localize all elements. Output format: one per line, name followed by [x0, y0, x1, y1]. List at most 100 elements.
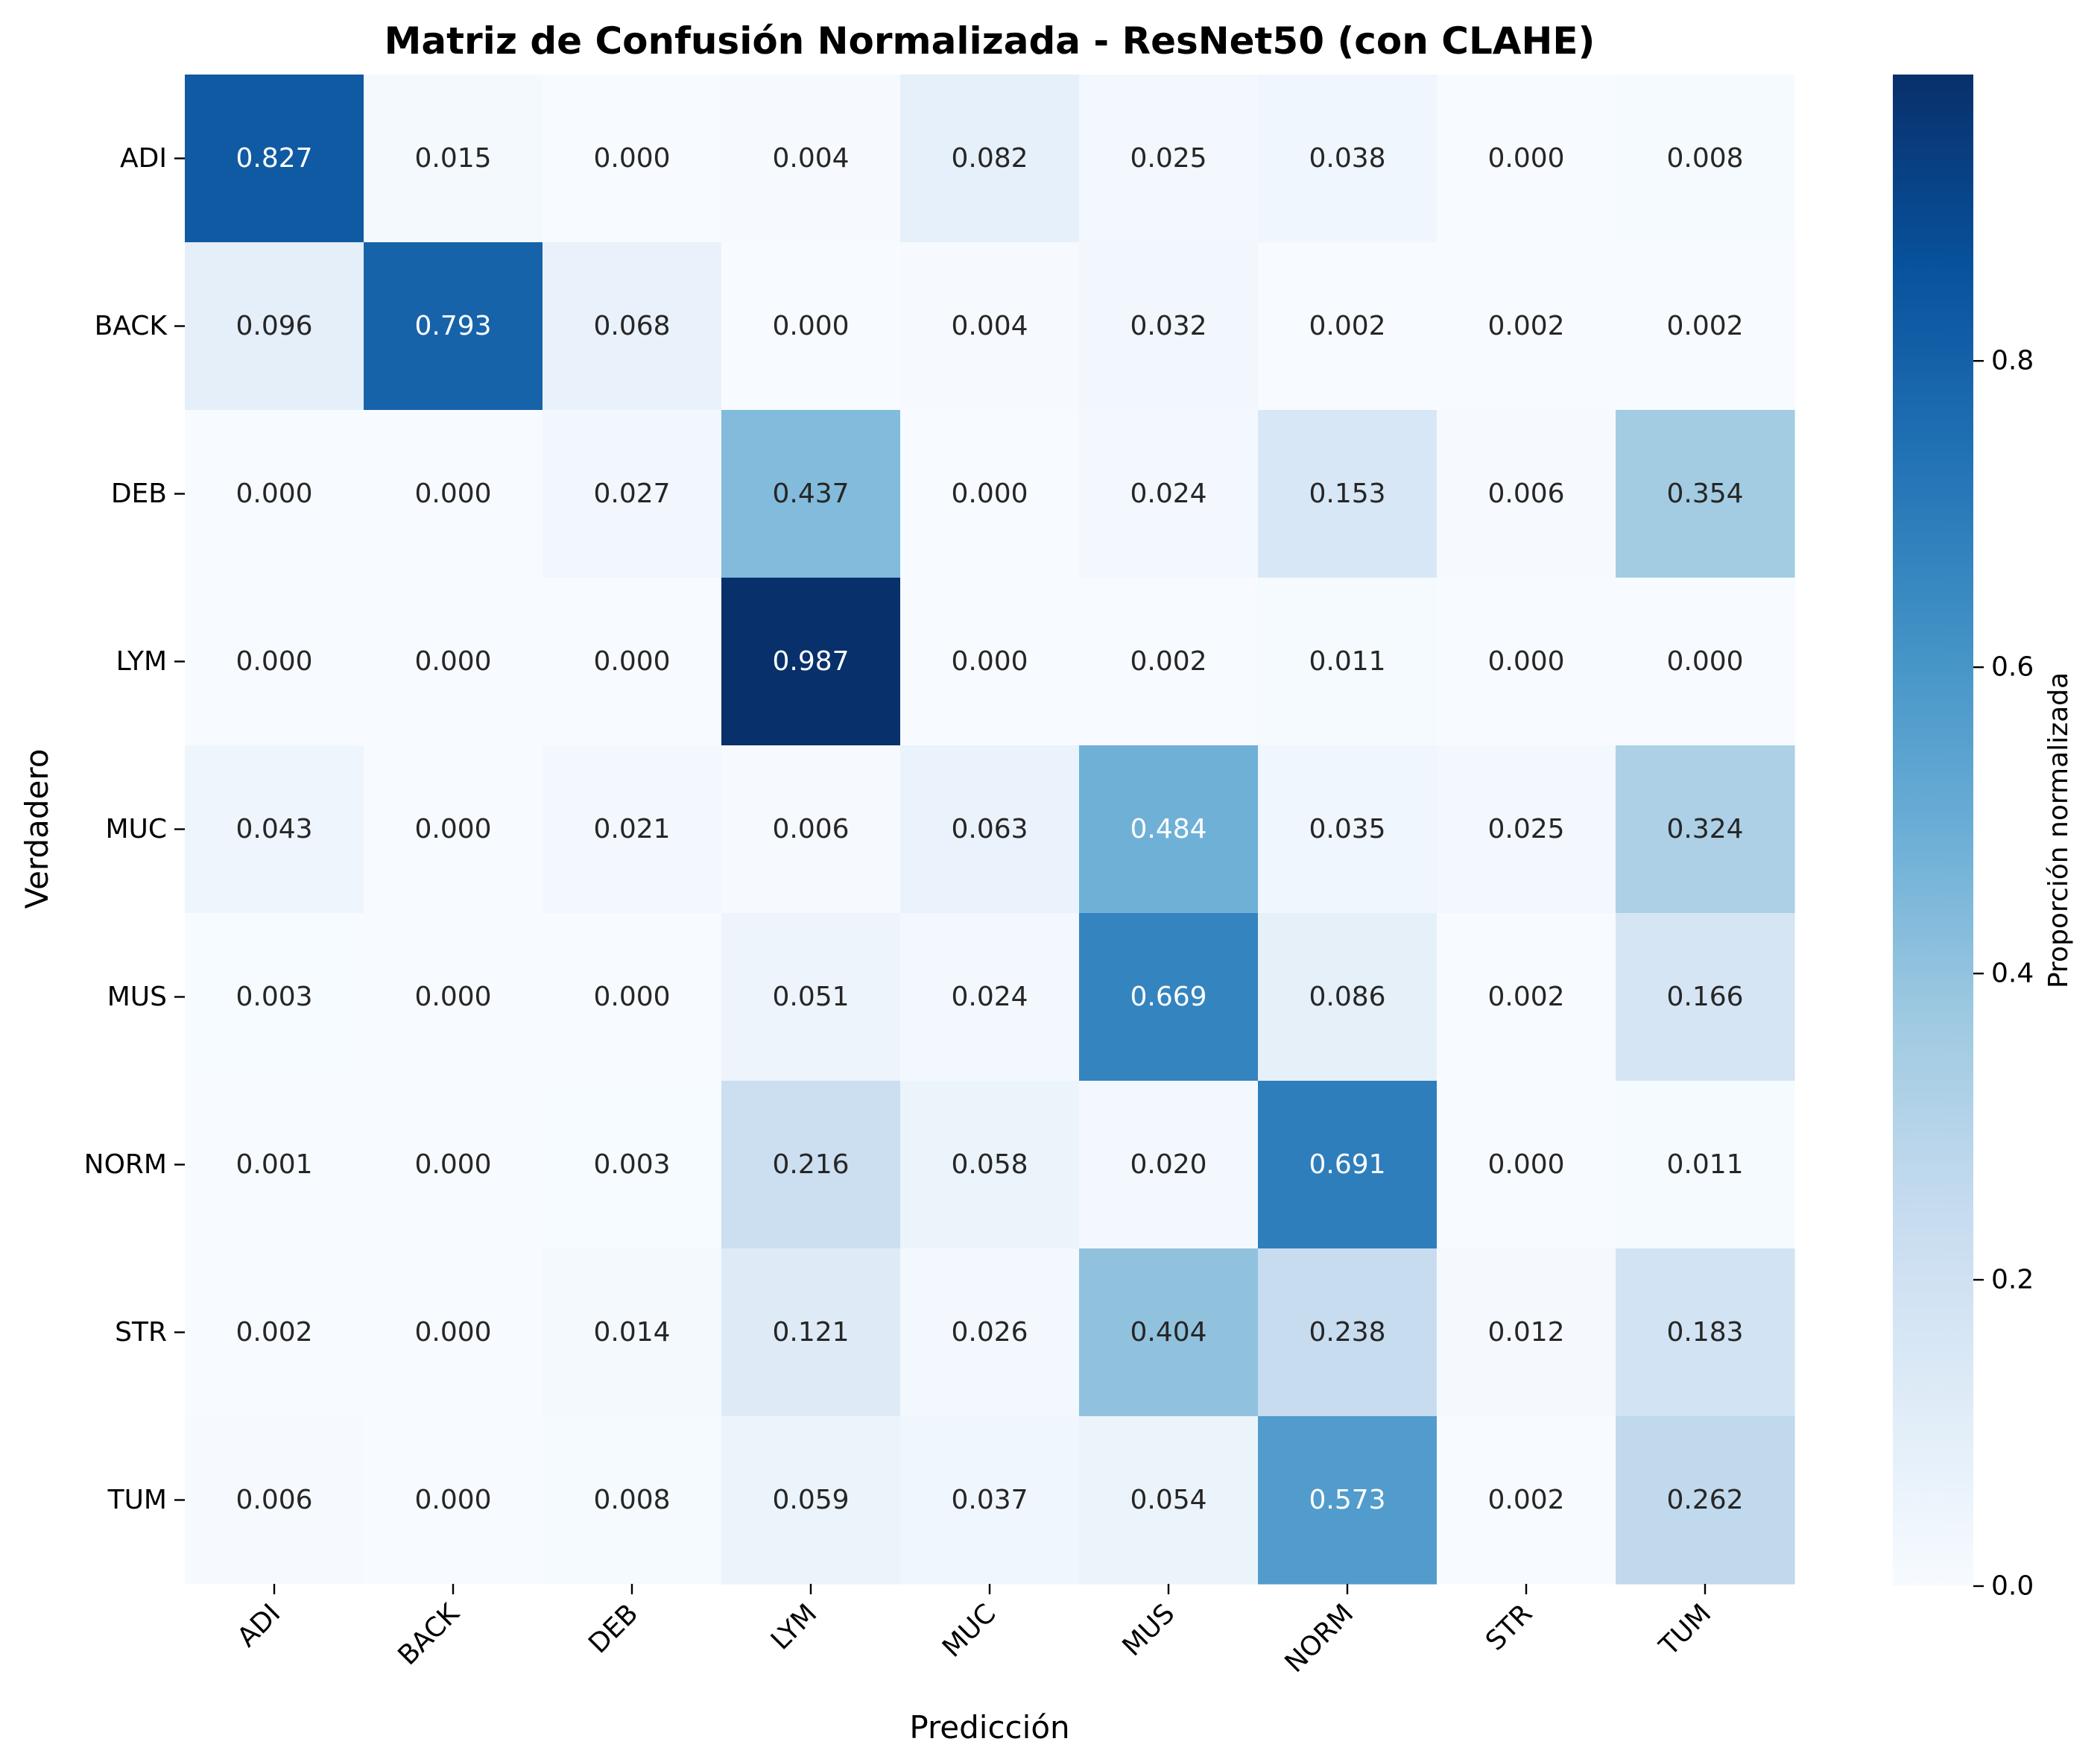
cell-value-label: 0.002 [1309, 311, 1385, 341]
cell-value-label: 0.000 [593, 646, 670, 677]
cell-value-label: 0.038 [1309, 143, 1385, 174]
cell-value-label: 0.015 [414, 143, 491, 174]
chart-title: Matriz de Confusión Normalizada - ResNet… [385, 19, 1595, 63]
heatmap-cell-back-norm [1258, 242, 1438, 411]
heatmap-cell-muc-deb [543, 745, 722, 914]
heatmap-cell-str-adi [185, 1248, 364, 1417]
heatmap-cell-adi-str [1437, 75, 1616, 243]
cell-value-label: 0.027 [593, 479, 670, 509]
cell-value-label: 0.000 [414, 479, 491, 509]
cell-value-label: 0.002 [1130, 646, 1206, 677]
heatmap-cell-muc-tum [1616, 745, 1795, 914]
heatmap-cell-norm-str [1437, 1081, 1616, 1249]
heatmap-cell-muc-lym [721, 745, 901, 914]
heatmap-cell-norm-norm [1258, 1081, 1438, 1249]
cell-value-label: 0.006 [1487, 479, 1564, 509]
cell-value-label: 0.035 [1309, 814, 1385, 844]
cell-value-label: 0.006 [772, 814, 849, 844]
cell-value-label: 0.004 [772, 143, 849, 174]
cell-value-label: 0.002 [1666, 311, 1743, 341]
x-tick-label-deb: DEB [583, 1598, 644, 1659]
cell-value-label: 0.000 [1487, 143, 1564, 174]
cell-value-label: 0.000 [593, 143, 670, 174]
heatmap-cell-tum-mus [1079, 1416, 1259, 1585]
colorbar-tick-label: 0.2 [1991, 1265, 2034, 1295]
cell-value-label: 0.183 [1666, 1317, 1743, 1348]
colorbar [1893, 75, 1973, 1586]
cell-value-label: 0.573 [1309, 1485, 1385, 1515]
heatmap-cell-adi-norm [1258, 75, 1438, 243]
x-tick-label-str: STR [1480, 1598, 1538, 1656]
cell-value-label: 0.000 [414, 982, 491, 1012]
x-tick-label-tum: TUM [1654, 1598, 1718, 1662]
heatmap-cell-muc-muc [900, 745, 1080, 914]
heatmap-cell-muc-str [1437, 745, 1616, 914]
cell-value-label: 0.026 [951, 1317, 1028, 1348]
heatmap-cell-back-adi [185, 242, 364, 411]
heatmap-cell-muc-back [364, 745, 543, 914]
x-tick-label-adi: ADI [232, 1598, 287, 1653]
cell-value-label: 0.166 [1666, 982, 1743, 1012]
heatmap-cell-mus-lym [721, 913, 901, 1081]
y-tick-label-lym: LYM [116, 646, 167, 677]
cell-value-label: 0.002 [1487, 1485, 1564, 1515]
cell-value-label: 0.025 [1487, 814, 1564, 844]
heatmap-cell-muc-mus [1079, 745, 1259, 914]
heatmap-cell-adi-deb [543, 75, 722, 243]
cell-value-label: 0.096 [235, 311, 312, 341]
y-tick-label-tum: TUM [107, 1485, 167, 1515]
cell-value-label: 0.000 [951, 479, 1028, 509]
heatmap-cell-lym-mus [1079, 578, 1259, 746]
heatmap-cell-tum-muc [900, 1416, 1080, 1585]
cell-value-label: 0.068 [593, 311, 670, 341]
heatmap-cell-deb-str [1437, 410, 1616, 578]
x-tick-label-norm: NORM [1280, 1598, 1360, 1679]
heatmap-cell-mus-back [364, 913, 543, 1081]
heatmap-cell-deb-mus [1079, 410, 1259, 578]
cell-value-label: 0.020 [1130, 1149, 1206, 1180]
cell-value-label: 0.000 [414, 1149, 491, 1180]
cell-value-label: 0.000 [414, 646, 491, 677]
cell-value-label: 0.025 [1130, 143, 1206, 174]
heatmap-cell-mus-mus [1079, 913, 1259, 1081]
cell-value-label: 0.216 [772, 1149, 849, 1180]
heatmap-cell-adi-muc [900, 75, 1080, 243]
heatmap-cell-norm-back [364, 1081, 543, 1249]
heatmap-cell-norm-lym [721, 1081, 901, 1249]
cell-value-label: 0.021 [593, 814, 670, 844]
heatmap-cell-mus-str [1437, 913, 1616, 1081]
heatmap-cell-lym-adi [185, 578, 364, 746]
heatmap-cell-deb-adi [185, 410, 364, 578]
cell-value-label: 0.059 [772, 1485, 849, 1515]
heatmap-cell-lym-str [1437, 578, 1616, 746]
heatmap-cell-norm-muc [900, 1081, 1080, 1249]
heatmap-cell-mus-adi [185, 913, 364, 1081]
heatmap-cell-adi-lym [721, 75, 901, 243]
cell-value-label: 0.238 [1309, 1317, 1385, 1348]
heatmap-grid: 0.827 0.015 0.000 0.004 0.082 0.025 0.038 0.000… [185, 75, 1795, 1585]
heatmap-cell-str-deb [543, 1248, 722, 1417]
heatmap-cell-lym-deb [543, 578, 722, 746]
cell-value-label: 0.002 [1487, 311, 1564, 341]
y-tick-label-deb: DEB [111, 479, 167, 509]
heatmap-cell-back-back [364, 242, 543, 411]
heatmap-cell-deb-deb [543, 410, 722, 578]
heatmap-cell-tum-str [1437, 1416, 1616, 1585]
y-tick-label-adi: ADI [120, 143, 167, 174]
heatmap-cell-mus-tum [1616, 913, 1795, 1081]
cell-value-label: 0.086 [1309, 982, 1385, 1012]
heatmap-cell-lym-muc [900, 578, 1080, 746]
cell-value-label: 0.121 [772, 1317, 849, 1348]
heatmap-cell-mus-muc [900, 913, 1080, 1081]
x-axis-label: Predicción [909, 1709, 1069, 1746]
cell-value-label: 0.691 [1309, 1149, 1385, 1180]
cell-value-label: 0.000 [1487, 646, 1564, 677]
cell-value-label: 0.000 [414, 1485, 491, 1515]
heatmap-cell-norm-deb [543, 1081, 722, 1249]
cell-value-label: 0.004 [951, 311, 1028, 341]
cell-value-label: 0.002 [1487, 982, 1564, 1012]
x-tick-label-back: BACK [392, 1597, 466, 1671]
heatmap-cell-deb-lym [721, 410, 901, 578]
heatmap-cell-back-str [1437, 242, 1616, 411]
